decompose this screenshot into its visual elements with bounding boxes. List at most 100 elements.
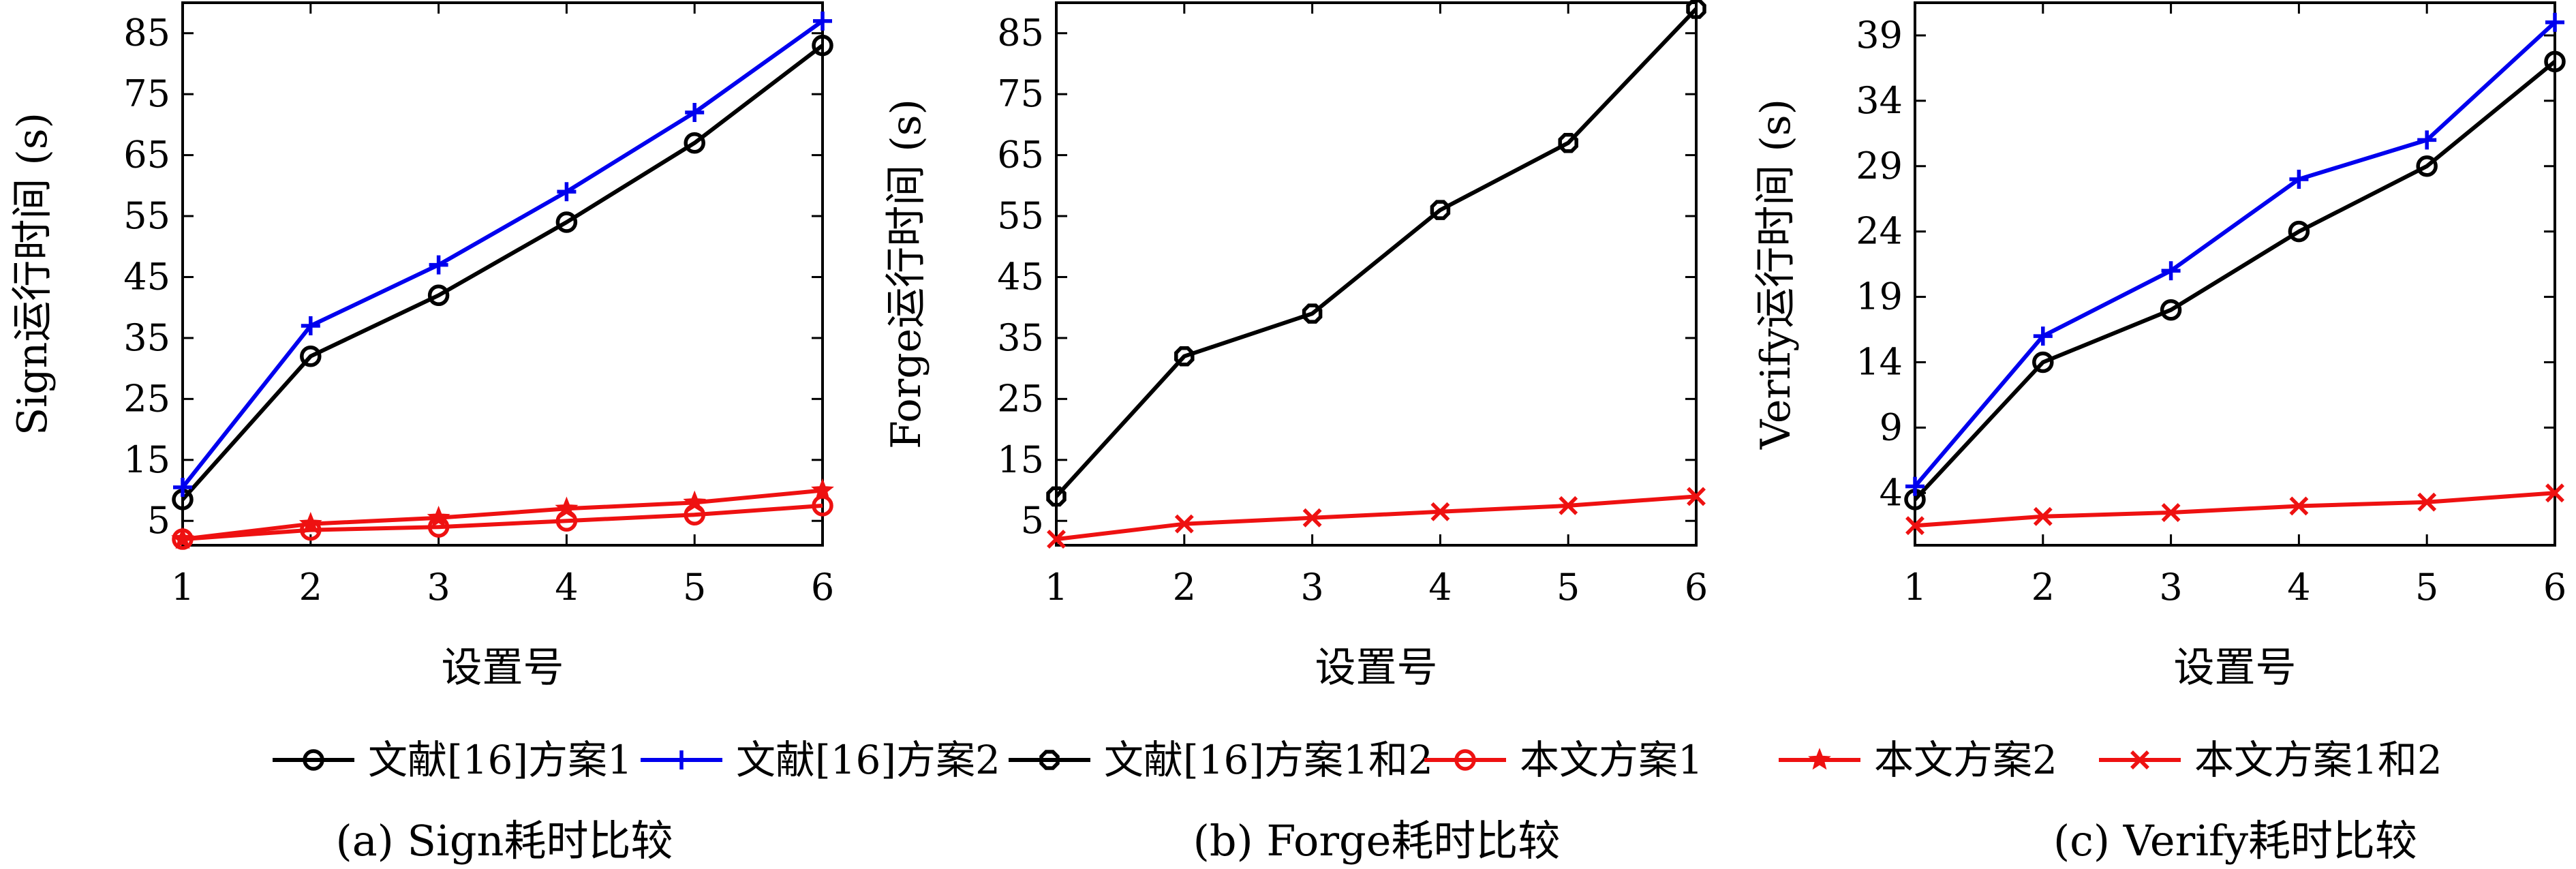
- plot-frame: [1914, 1, 2556, 547]
- legend-marker: [2130, 750, 2149, 769]
- series-line: [181, 44, 824, 501]
- series-2: [1047, 487, 1706, 549]
- x-tick-label: 1: [1045, 566, 1068, 609]
- data-point: [171, 527, 194, 549]
- y-tick-label: 5: [147, 499, 170, 542]
- data-point: [811, 478, 834, 500]
- y-tick-label: 15: [997, 438, 1044, 481]
- legend-marker: [1454, 749, 1476, 771]
- data-point: [2288, 220, 2310, 243]
- y-tick-label: 29: [1856, 144, 1903, 187]
- legend-item-6: 本文方案1和2: [2099, 737, 2442, 783]
- x-tick-label: 6: [2543, 566, 2566, 609]
- x-tick-label: 5: [2415, 566, 2438, 609]
- legend-item-5: 本文方案2: [1779, 737, 2057, 783]
- legend-label: 本文方案1: [1520, 737, 1703, 783]
- legend-marker: [672, 750, 691, 769]
- series-3: [1905, 483, 2564, 536]
- x-axis-title: 设置号: [2174, 644, 2297, 692]
- y-tick-label: 85: [997, 12, 1044, 55]
- data-point: [298, 511, 322, 534]
- data-point: [2289, 496, 2309, 516]
- x-tick-label: 3: [427, 566, 450, 609]
- x-tick-label: 1: [171, 566, 194, 609]
- data-point: [427, 284, 450, 307]
- y-tick-label: 35: [123, 316, 170, 359]
- data-point: [429, 255, 448, 275]
- x-tick-label: 4: [555, 566, 578, 609]
- legend-item-1: 文献[16]方案1: [273, 737, 632, 783]
- data-point: [1302, 303, 1323, 324]
- data-point: [2033, 506, 2053, 526]
- series-1: [1046, 0, 1706, 507]
- x-axis-title: 设置号: [1315, 644, 1438, 692]
- data-point: [1687, 487, 1706, 506]
- y-tick-label: 55: [997, 194, 1044, 237]
- y-axis-title: Verify运行时间 (s): [1752, 99, 1800, 450]
- legend: 文献[16]方案1 文献[16]方案2 文献[16]方案1和2 本文方案1 本文方案2 本…: [273, 737, 2442, 783]
- data-point: [813, 11, 832, 31]
- series-line: [1056, 494, 1697, 542]
- data-point: [300, 345, 322, 367]
- series-line: [1913, 20, 2557, 488]
- data-point: [1046, 486, 1067, 507]
- data-point: [2161, 503, 2181, 522]
- x-tick-label: 2: [299, 566, 322, 609]
- plot-frame: [1055, 1, 1698, 547]
- x-tick-label: 5: [683, 566, 706, 609]
- legend-label: 本文方案1和2: [2194, 737, 2442, 783]
- data-point: [1047, 530, 1066, 549]
- series-4: [171, 478, 834, 549]
- y-tick-label: 19: [1856, 275, 1903, 318]
- x-tick-label: 3: [2159, 566, 2182, 609]
- x-tick-label: 5: [1557, 566, 1580, 609]
- y-tick-label: 15: [123, 438, 170, 481]
- series-1: [1904, 50, 2566, 510]
- data-point: [2545, 483, 2564, 503]
- series-line: [181, 19, 824, 489]
- series-3: [172, 495, 833, 550]
- data-point: [2161, 261, 2181, 281]
- data-point: [557, 182, 577, 202]
- legend-marker: [1808, 748, 1831, 770]
- panel-caption: (a) Sign耗时比较: [336, 816, 673, 866]
- y-tick-label: 24: [1856, 210, 1903, 253]
- y-tick-label: 25: [997, 377, 1044, 420]
- y-tick-label: 5: [1021, 499, 1044, 542]
- y-tick-label: 75: [997, 72, 1044, 115]
- data-point: [1558, 132, 1578, 153]
- legend-label: 文献[16]方案2: [736, 737, 1000, 783]
- series-2: [1905, 12, 2564, 496]
- data-point: [301, 316, 320, 336]
- series-line: [182, 503, 823, 542]
- x-tick-label: 6: [1685, 566, 1708, 609]
- legend-item-2: 文献[16]方案2: [641, 737, 1000, 783]
- series-line: [1913, 59, 2556, 501]
- y-axis-title: Sign运行时间 (s): [9, 112, 57, 436]
- x-tick-label: 1: [1903, 566, 1927, 609]
- x-tick-label: 3: [1300, 566, 1323, 609]
- x-tick-label: 4: [1428, 566, 1452, 609]
- data-point: [1302, 508, 1322, 528]
- data-point: [2417, 492, 2437, 512]
- y-tick-label: 85: [123, 12, 170, 55]
- data-point: [1905, 516, 1925, 536]
- panel-caption: (c) Verify耗时比较: [2053, 816, 2417, 866]
- legend-item-3: 文献[16]方案1和2: [1009, 737, 1433, 783]
- data-point: [683, 490, 707, 513]
- data-point: [1905, 476, 1925, 496]
- series-line: [1054, 7, 1698, 498]
- x-tick-label: 4: [2287, 566, 2310, 609]
- series-1: [172, 34, 833, 510]
- data-point: [1430, 200, 1451, 220]
- y-tick-label: 45: [997, 255, 1044, 298]
- data-point: [2545, 12, 2564, 32]
- x-axis-title: 设置号: [442, 644, 564, 692]
- x-tick-label: 2: [1173, 566, 1196, 609]
- data-point: [1174, 346, 1195, 367]
- y-axis-title: Forge运行时间 (s): [883, 99, 930, 449]
- panel-caption: (b) Forge耗时比较: [1193, 816, 1561, 866]
